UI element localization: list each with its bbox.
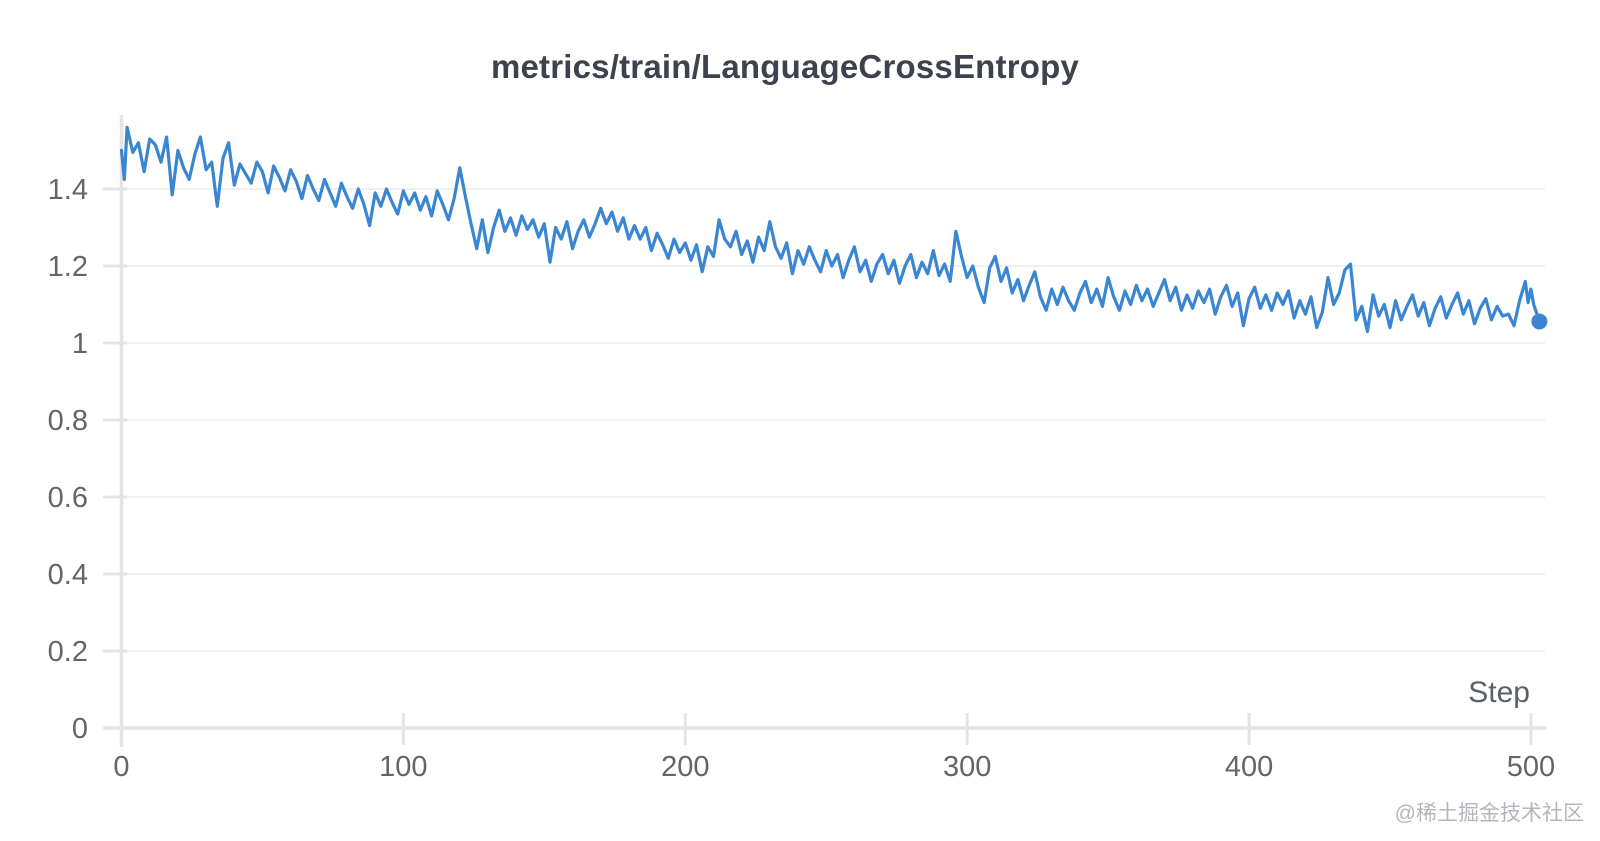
y-tick-label: 0.2 <box>48 636 88 668</box>
x-tick-label: 500 <box>1507 751 1555 783</box>
y-tick-label: 0 <box>72 713 88 745</box>
x-axis-title: Step <box>1468 676 1530 709</box>
chart-title: metrics/train/LanguageCrossEntropy <box>490 48 1080 85</box>
watermark: @稀土掘金技术社区 <box>1394 802 1584 825</box>
last-point-marker <box>1531 313 1548 330</box>
series-line <box>119 125 1542 334</box>
y-tick-label: 1.4 <box>48 174 88 206</box>
x-tick-label: 200 <box>661 751 709 783</box>
y-tick-label: 0.8 <box>48 405 88 437</box>
y-tick-label: 0.4 <box>48 559 88 591</box>
x-tick-label: 100 <box>379 751 427 783</box>
x-tick-label: 400 <box>1225 751 1273 783</box>
x-tick-label: 0 <box>113 751 129 783</box>
y-tick-label: 1 <box>72 328 88 360</box>
x-tick-label: 300 <box>943 751 991 783</box>
y-tick-label: 0.6 <box>48 482 88 514</box>
y-tick-label: 1.2 <box>48 251 88 283</box>
